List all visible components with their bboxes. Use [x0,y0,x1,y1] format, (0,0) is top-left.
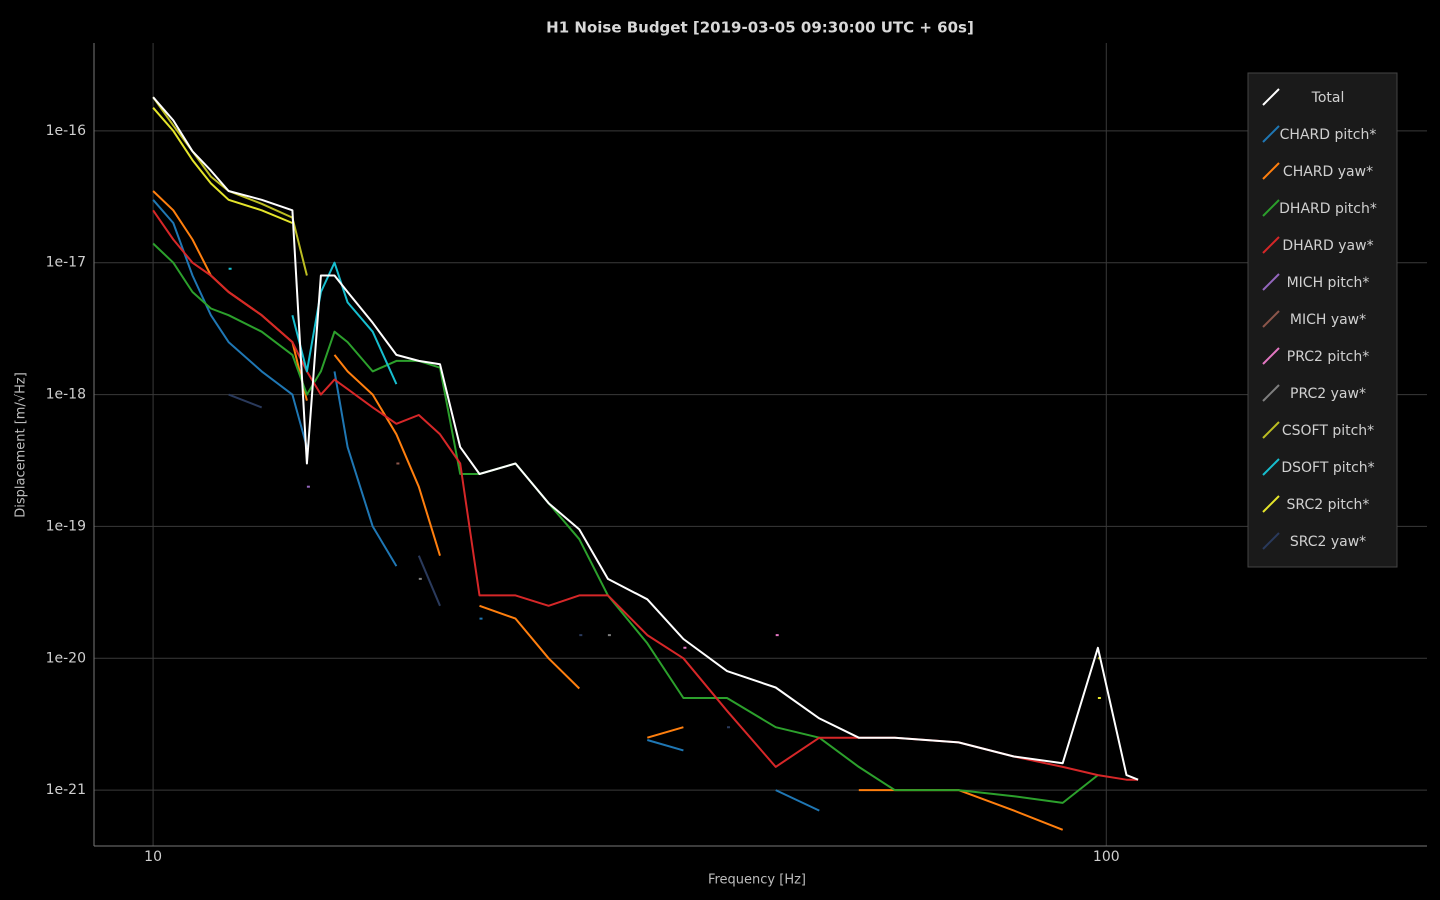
legend-swatch [1262,273,1280,291]
legend-label: SRC2 pitch* [1287,497,1370,513]
legend-label: MICH pitch* [1287,275,1370,291]
legend-label: MICH yaw* [1290,312,1366,328]
series-line [152,107,1101,699]
legend-swatch [1262,532,1280,550]
y-tick-label: 1e-18 [46,387,86,403]
legend-swatch [1262,347,1280,365]
series-line [152,96,1101,660]
legend-label: DHARD yaw* [1282,238,1373,254]
legend-label: DSOFT pitch* [1281,460,1374,476]
y-tick-label: 1e-20 [46,650,86,666]
legend-label: PRC2 pitch* [1287,349,1369,365]
legend-swatch [1262,421,1280,439]
x-tick-label: 100 [1093,849,1120,865]
y-tick-label: 1e-16 [46,123,86,139]
legend-swatch [1262,384,1280,402]
legend-swatch [1262,162,1280,180]
series-line [228,261,398,385]
y-tick-label: 1e-19 [46,518,86,534]
legend: Total CHARD pitch* CHARD yaw* DHARD pitch* D… [1247,72,1398,568]
series-line [683,634,779,649]
legend-label: CHARD pitch* [1280,127,1377,143]
legend-label: CHARD yaw* [1283,164,1373,180]
legend-swatch [1262,125,1280,143]
series-line [152,190,1064,831]
legend-swatch [1262,495,1280,513]
x-tick-label: 10 [144,849,162,865]
y-tick-label: 1e-17 [46,255,86,271]
grid [94,43,1427,846]
legend-swatch [1262,199,1280,217]
series-line [418,577,611,637]
legend-swatch [1262,458,1280,476]
legend-label: SRC2 yaw* [1290,534,1366,550]
legend-box [1247,72,1398,568]
x-axis-label: Frequency [Hz] [708,873,806,888]
series-line [152,96,1139,781]
series-line [152,199,820,812]
legend-label: CSOFT pitch* [1282,423,1374,439]
y-axis-label: Displacement [m/√Hz] [14,372,29,518]
series-line [152,242,1099,804]
chart-title: H1 Noise Budget [2019-03-05 09:30:00 UTC… [546,19,974,37]
legend-label: DHARD pitch* [1279,201,1377,217]
legend-swatch [1262,236,1280,254]
legend-swatch [1262,88,1280,106]
y-tick-label: 1e-21 [46,782,86,798]
legend-label: Total [1311,90,1345,106]
series-line [228,393,730,729]
legend-swatch [1262,310,1280,328]
series-line [152,209,1139,781]
legend-label: PRC2 yaw* [1290,386,1366,402]
plot-lines [152,96,1139,831]
